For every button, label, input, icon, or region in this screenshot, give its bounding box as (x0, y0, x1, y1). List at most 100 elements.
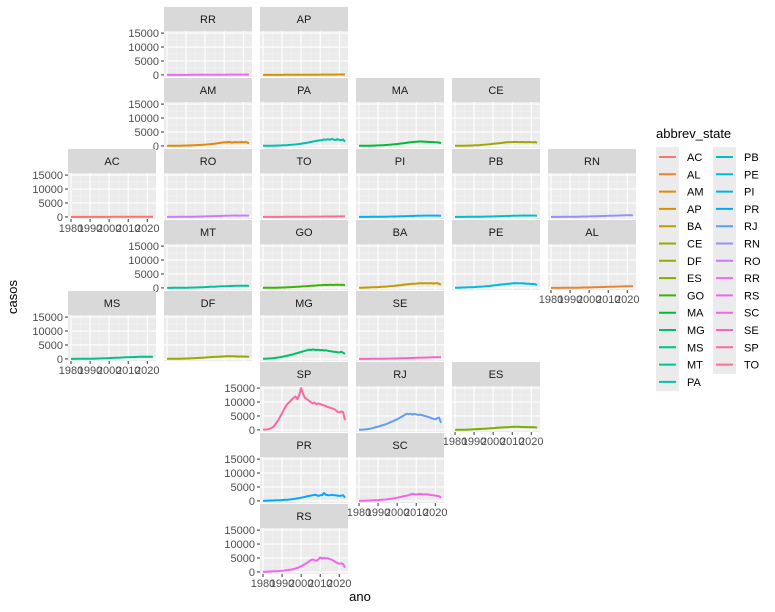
facet-strip-label: MS (104, 298, 121, 310)
legend-label: PA (687, 377, 702, 389)
facet-strip (260, 149, 348, 173)
facet-strip (452, 149, 540, 173)
series-line-ES (454, 425, 538, 431)
series-line-TO (263, 215, 345, 218)
facet-strip-label: AP (297, 14, 312, 26)
x-tick-label: 2020 (615, 294, 639, 306)
x-tick-label: 2010 (404, 507, 428, 519)
facet-strip-label: PI (395, 156, 405, 168)
y-tick-label: 10000 (128, 255, 159, 267)
legend-label: BA (687, 221, 702, 233)
x-axis-title: ano (349, 589, 371, 604)
facet-strip-label: AM (200, 85, 217, 97)
facet-strip-label: TO (296, 156, 312, 168)
series-line-PE (454, 282, 538, 289)
y-tick-label: 10000 (32, 326, 63, 338)
facet-strip-label: DF (201, 298, 216, 310)
facet-strip (68, 149, 156, 173)
facet-strip (356, 78, 444, 102)
x-tick-label: 2010 (116, 223, 140, 235)
legend-label: PR (744, 204, 759, 216)
x-tick-label: 1980 (443, 436, 467, 448)
facet-strip (260, 291, 348, 315)
facet-strip (260, 504, 348, 528)
legend-label: DF (687, 256, 702, 268)
x-tick-label: 2000 (481, 436, 505, 448)
facet-strip-label: RR (200, 14, 216, 26)
facet-strip (548, 220, 636, 244)
y-tick-label: 5000 (231, 411, 255, 423)
facet-strip-label: AC (104, 156, 119, 168)
x-tick-label: 1990 (558, 294, 582, 306)
series-line-AM (166, 141, 250, 147)
x-tick-label: 2020 (135, 365, 159, 377)
y-tick-label: 0 (249, 567, 255, 579)
x-tick-label: 1980 (59, 365, 83, 377)
x-tick-label: 2000 (289, 578, 313, 590)
y-tick-label: 15000 (32, 170, 63, 182)
legend-label: RO (744, 256, 761, 268)
facet-strip-label: RJ (393, 369, 406, 381)
legend-label: MA (687, 308, 704, 320)
series-line-MG (262, 348, 346, 360)
facet-strip (356, 291, 444, 315)
facet-strip (260, 433, 348, 457)
x-tick-label: 1990 (462, 436, 486, 448)
facet-AP: AP (260, 7, 348, 77)
y-tick-label: 5000 (39, 198, 63, 210)
facet-strip-label: CE (488, 85, 503, 97)
y-tick-label: 15000 (224, 383, 255, 395)
series-line-GO (262, 283, 346, 289)
legend-label: PE (744, 169, 759, 181)
facet-strip-label: RN (584, 156, 600, 168)
facet-strip-label: MT (200, 227, 216, 239)
y-tick-label: 0 (153, 141, 159, 153)
x-tick-label: 2000 (577, 294, 601, 306)
y-tick-label: 5000 (135, 127, 159, 139)
legend-label: RR (744, 273, 760, 285)
facet-strip (164, 291, 252, 315)
facet-strip-label: RS (296, 511, 311, 523)
facet-strip (260, 220, 348, 244)
facet-TO: TO (260, 149, 348, 219)
facet-strip (164, 149, 252, 173)
legend-title: abbrev_state (656, 126, 731, 141)
y-axis-title: casos (5, 280, 20, 314)
legend-label: AM (687, 187, 704, 199)
legend-label: GO (687, 290, 705, 302)
series-line-CE (455, 141, 538, 147)
x-tick-label: 1980 (251, 578, 275, 590)
facet-PR: PR 0 5000 10000 15000 (224, 433, 348, 508)
facet-strip (164, 78, 252, 102)
series-line-PI (359, 214, 442, 218)
facet-SE: SE (356, 291, 444, 361)
x-tick-label: 1980 (539, 294, 563, 306)
series-line-AL (551, 285, 633, 289)
facet-strip (356, 362, 444, 386)
facet-PE: PE (452, 220, 540, 290)
y-tick-label: 5000 (231, 553, 255, 565)
facet-panels: RR 0 5000 10000 15000 AP AM 0 5000 10000 15000 PA MA… (32, 7, 640, 590)
facet-strip-label: AL (585, 227, 598, 239)
facet-strip (452, 78, 540, 102)
legend-label: AP (687, 204, 702, 216)
y-tick-label: 0 (249, 496, 255, 508)
facet-strip-label: RO (200, 156, 217, 168)
facet-BA: BA (356, 220, 444, 290)
facet-strip (164, 7, 252, 31)
series-line-SC (359, 492, 442, 502)
legend-label: TO (744, 360, 760, 372)
facet-RR: RR 0 5000 10000 15000 (128, 7, 252, 82)
x-tick-label: 2020 (519, 436, 543, 448)
y-tick-label: 5000 (135, 269, 159, 281)
facet-strip (164, 220, 252, 244)
legend-label: AL (687, 169, 700, 181)
legend-key-background (656, 147, 679, 392)
facet-strip-label: PB (489, 156, 504, 168)
legend-label: AC (687, 152, 702, 164)
facet-strip (452, 220, 540, 244)
